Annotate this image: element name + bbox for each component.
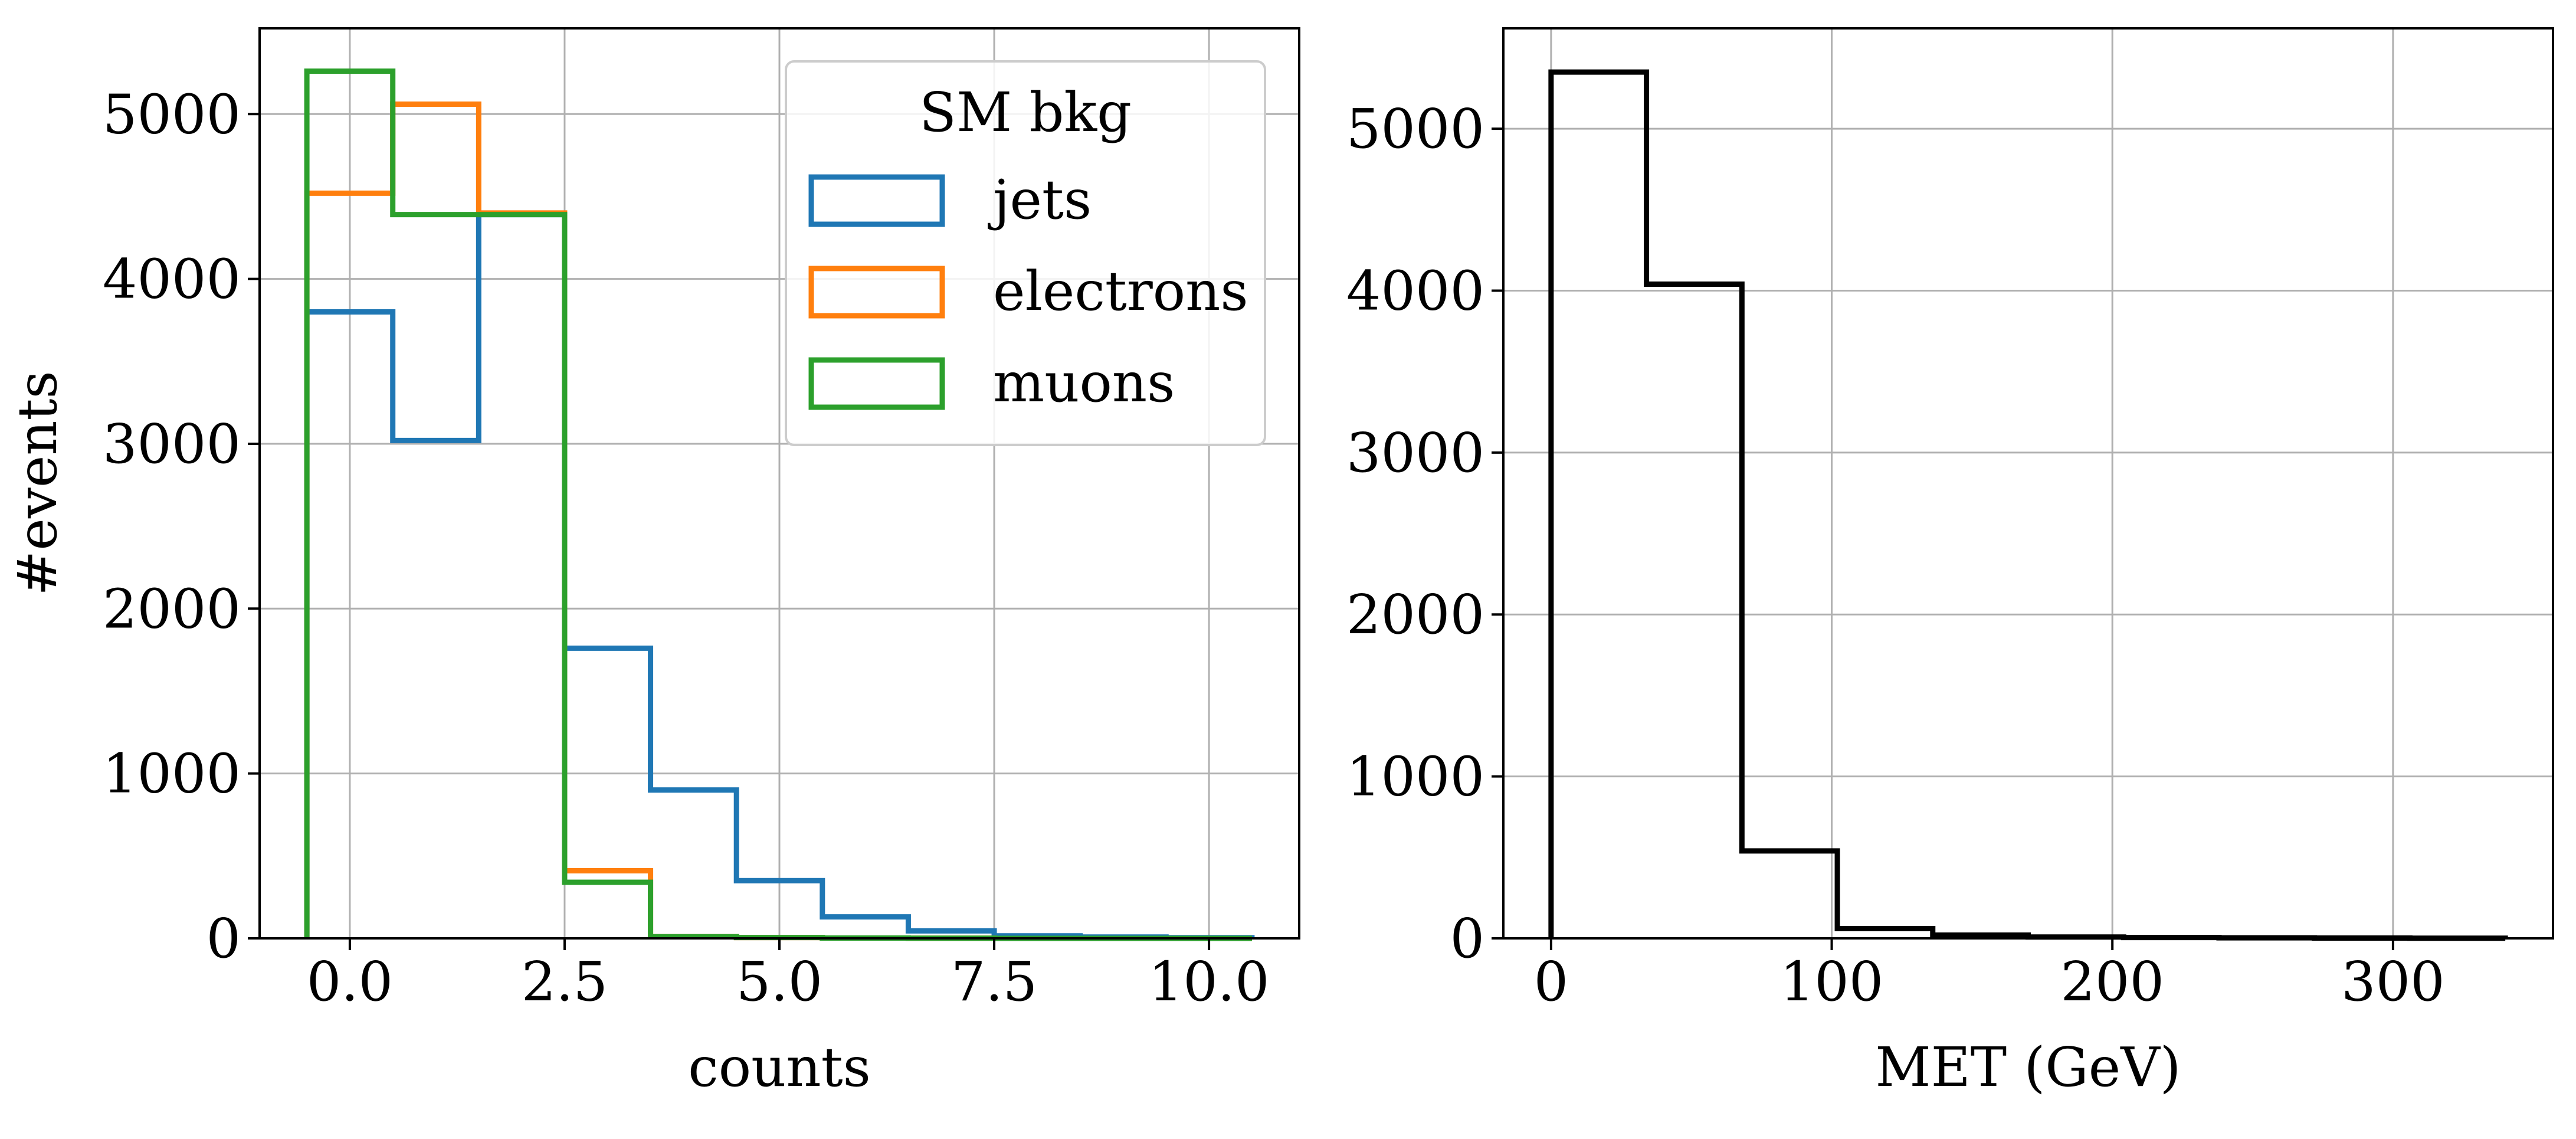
x-axis-title: counts	[688, 1036, 871, 1099]
y-tick-label: 4000	[1346, 259, 1484, 322]
legend-swatch-jets	[808, 174, 945, 227]
left-histogram-panel: 0.0 2.5 5.0 7.5 10.0 0 1000 2000 3000 4000 5000 cou…	[6, 27, 1300, 1099]
y-tick-label: 5000	[1346, 97, 1484, 161]
y-tick-label: 1000	[103, 742, 241, 806]
x-tick-label: 5.0	[736, 950, 822, 1013]
y-tick-label: 4000	[103, 248, 241, 311]
x-tick-label: 0.0	[307, 950, 393, 1013]
axes-frame	[1502, 27, 2554, 940]
legend-title: SM bkg	[919, 81, 1132, 144]
legend: SM bkg jets electrons muons	[785, 60, 1266, 446]
series-line-met	[1548, 69, 2508, 941]
legend-label-electrons: electrons	[993, 260, 1248, 323]
legend-box	[785, 60, 1266, 446]
x-tick-label: 100	[1780, 950, 1884, 1013]
x-tick-label: 10.0	[1149, 950, 1270, 1013]
legend-label-jets: jets	[988, 168, 1092, 231]
legend-swatch-electrons	[808, 266, 945, 319]
legend-label-muons: muons	[993, 351, 1175, 414]
y-tick-label: 2000	[1346, 583, 1484, 646]
x-tick-label: 2.5	[522, 950, 608, 1013]
x-axis-title: MET (GeV)	[1875, 1036, 2181, 1099]
x-tick-label: 200	[2060, 950, 2164, 1013]
y-tick-label: 0	[206, 907, 241, 970]
y-tick-label: 0	[1450, 907, 1484, 970]
y-tick-label: 5000	[103, 83, 241, 146]
x-tick-label: 7.5	[951, 950, 1037, 1013]
y-tick-label: 3000	[103, 413, 241, 476]
y-axis-title: #events	[6, 371, 69, 595]
legend-swatch-muons	[808, 357, 945, 410]
y-tick-label: 3000	[1346, 421, 1484, 485]
y-tick-label: 2000	[103, 577, 241, 640]
x-tick-label: 0	[1534, 950, 1569, 1013]
y-tick-label: 1000	[1346, 745, 1484, 809]
x-tick-label: 300	[2341, 950, 2445, 1013]
